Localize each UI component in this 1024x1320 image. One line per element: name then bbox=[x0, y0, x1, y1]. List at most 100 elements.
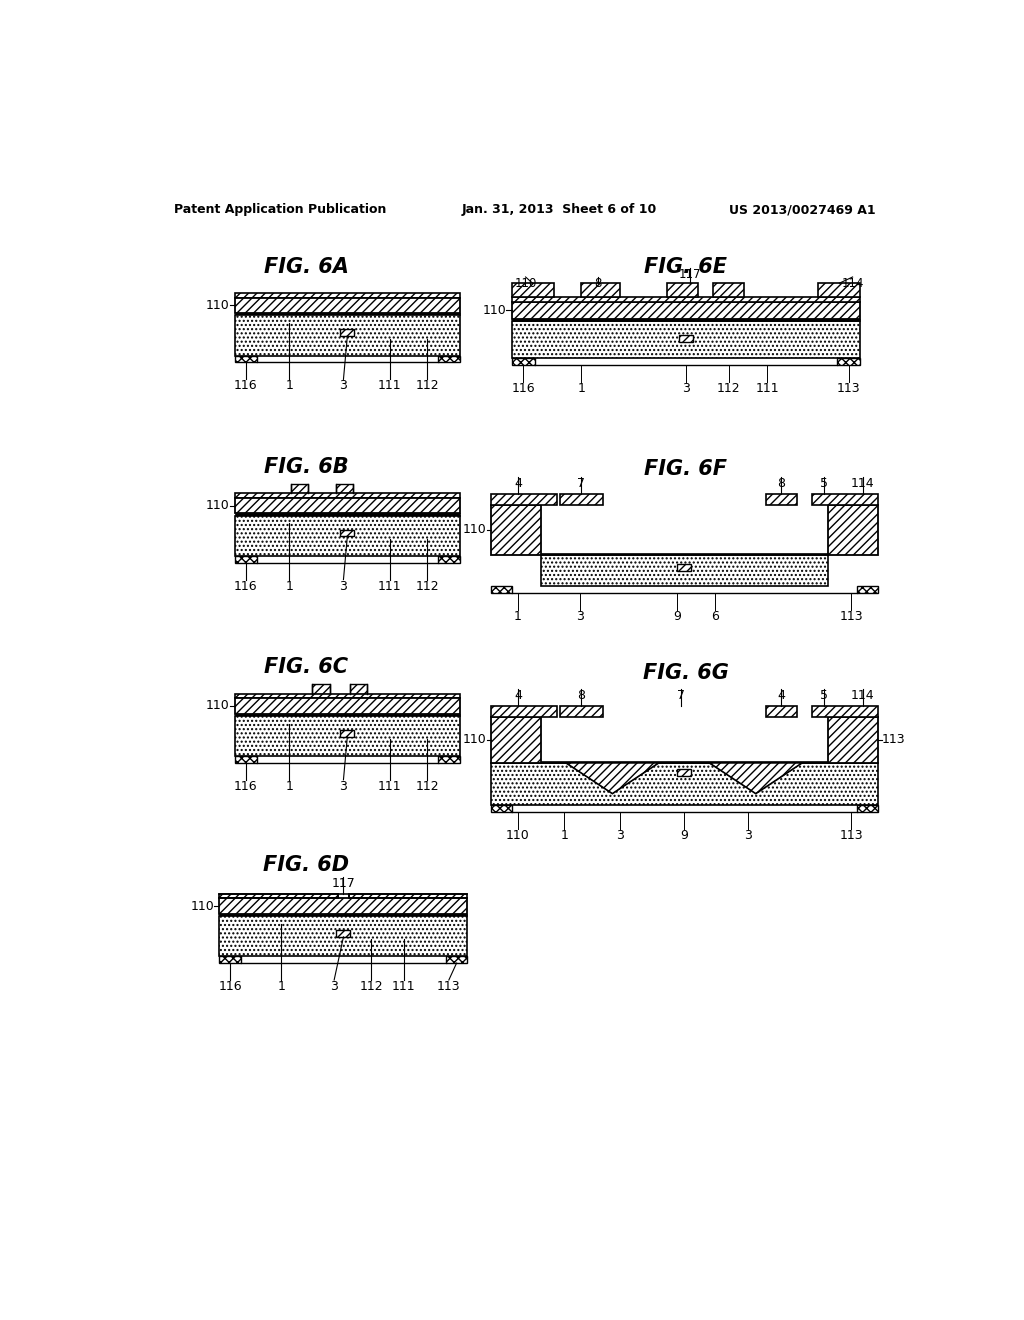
Bar bbox=[336, 484, 352, 494]
Text: 114: 114 bbox=[842, 277, 864, 290]
Bar bbox=[582, 284, 621, 297]
Text: FIG. 6A: FIG. 6A bbox=[264, 257, 349, 277]
Bar bbox=[512, 302, 860, 318]
Text: 7: 7 bbox=[677, 689, 685, 702]
Bar bbox=[512, 284, 554, 297]
Text: 111: 111 bbox=[756, 381, 779, 395]
Bar bbox=[234, 293, 460, 298]
Text: 116: 116 bbox=[234, 780, 258, 793]
Text: 1: 1 bbox=[286, 579, 293, 593]
Text: 111: 111 bbox=[378, 379, 401, 392]
Text: 117: 117 bbox=[679, 268, 701, 281]
Text: 111: 111 bbox=[378, 579, 401, 593]
Bar bbox=[234, 494, 460, 498]
Text: 1: 1 bbox=[560, 829, 568, 842]
Text: 4: 4 bbox=[777, 689, 785, 702]
Bar bbox=[827, 717, 879, 763]
Text: 116: 116 bbox=[511, 381, 536, 395]
Text: 113: 113 bbox=[882, 733, 905, 746]
Bar bbox=[337, 929, 350, 937]
Bar bbox=[560, 494, 603, 506]
Bar bbox=[234, 313, 460, 315]
Polygon shape bbox=[566, 763, 658, 793]
Bar bbox=[490, 717, 541, 763]
Text: 117: 117 bbox=[332, 876, 355, 890]
Text: 1: 1 bbox=[286, 780, 293, 793]
Text: 8: 8 bbox=[578, 689, 586, 702]
Text: 9: 9 bbox=[681, 829, 688, 842]
Bar bbox=[312, 684, 330, 693]
Bar bbox=[512, 297, 860, 302]
Bar bbox=[349, 894, 467, 899]
Text: 112: 112 bbox=[359, 979, 383, 993]
Text: 112: 112 bbox=[416, 579, 439, 593]
Bar bbox=[512, 358, 535, 364]
Text: 3: 3 bbox=[340, 579, 347, 593]
Text: 113: 113 bbox=[840, 610, 863, 623]
Bar bbox=[856, 586, 879, 593]
Bar bbox=[713, 284, 744, 297]
Bar bbox=[219, 894, 338, 899]
Bar bbox=[219, 913, 467, 916]
Text: US 2013/0027469 A1: US 2013/0027469 A1 bbox=[729, 203, 876, 216]
Text: 110: 110 bbox=[463, 523, 486, 536]
Text: 110: 110 bbox=[190, 899, 214, 912]
Text: 116: 116 bbox=[234, 579, 258, 593]
Bar bbox=[234, 693, 460, 698]
Text: FIG. 6D: FIG. 6D bbox=[263, 855, 349, 875]
Bar bbox=[818, 284, 860, 297]
Bar bbox=[340, 330, 354, 337]
Text: 6: 6 bbox=[712, 610, 720, 623]
Bar bbox=[827, 506, 879, 554]
Text: 116: 116 bbox=[234, 379, 258, 392]
Bar bbox=[541, 760, 827, 763]
Bar bbox=[812, 494, 879, 506]
Text: 111: 111 bbox=[392, 979, 416, 993]
Bar bbox=[856, 805, 879, 812]
Bar bbox=[219, 899, 467, 913]
Text: 3: 3 bbox=[330, 979, 338, 993]
Bar bbox=[219, 956, 241, 964]
Bar bbox=[812, 706, 879, 717]
Text: 110: 110 bbox=[206, 298, 229, 312]
Text: 3: 3 bbox=[340, 379, 347, 392]
Bar bbox=[349, 684, 367, 693]
Text: 110: 110 bbox=[206, 499, 229, 512]
Bar bbox=[445, 956, 467, 964]
Bar bbox=[678, 564, 691, 572]
Text: FIG. 6C: FIG. 6C bbox=[264, 657, 348, 677]
Bar bbox=[340, 529, 354, 536]
Bar bbox=[234, 355, 257, 363]
Text: 110: 110 bbox=[514, 277, 537, 290]
Text: 5: 5 bbox=[820, 689, 828, 702]
Text: 1: 1 bbox=[514, 610, 522, 623]
Bar bbox=[234, 756, 257, 763]
Bar bbox=[766, 706, 797, 717]
Bar bbox=[679, 335, 693, 342]
Bar bbox=[234, 714, 460, 715]
Text: 4: 4 bbox=[514, 689, 522, 702]
Text: 9: 9 bbox=[673, 610, 681, 623]
Bar bbox=[340, 730, 354, 737]
Bar bbox=[667, 284, 697, 297]
Text: 114: 114 bbox=[851, 478, 874, 490]
Bar bbox=[512, 318, 860, 321]
Text: 4: 4 bbox=[514, 478, 522, 490]
Text: 8: 8 bbox=[595, 277, 602, 290]
Text: 5: 5 bbox=[820, 478, 828, 490]
Bar bbox=[438, 355, 460, 363]
Bar bbox=[234, 516, 460, 556]
Bar bbox=[766, 494, 797, 506]
Text: 3: 3 bbox=[744, 829, 752, 842]
Text: 110: 110 bbox=[206, 700, 229, 713]
Text: 3: 3 bbox=[575, 610, 584, 623]
Bar bbox=[541, 554, 827, 586]
Text: 112: 112 bbox=[416, 379, 439, 392]
Text: FIG. 6E: FIG. 6E bbox=[644, 257, 727, 277]
Text: 112: 112 bbox=[717, 381, 740, 395]
Text: 7: 7 bbox=[578, 478, 586, 490]
Text: 1: 1 bbox=[278, 979, 286, 993]
Text: 113: 113 bbox=[837, 381, 860, 395]
Text: 3: 3 bbox=[340, 780, 347, 793]
Text: FIG. 6F: FIG. 6F bbox=[644, 459, 727, 479]
